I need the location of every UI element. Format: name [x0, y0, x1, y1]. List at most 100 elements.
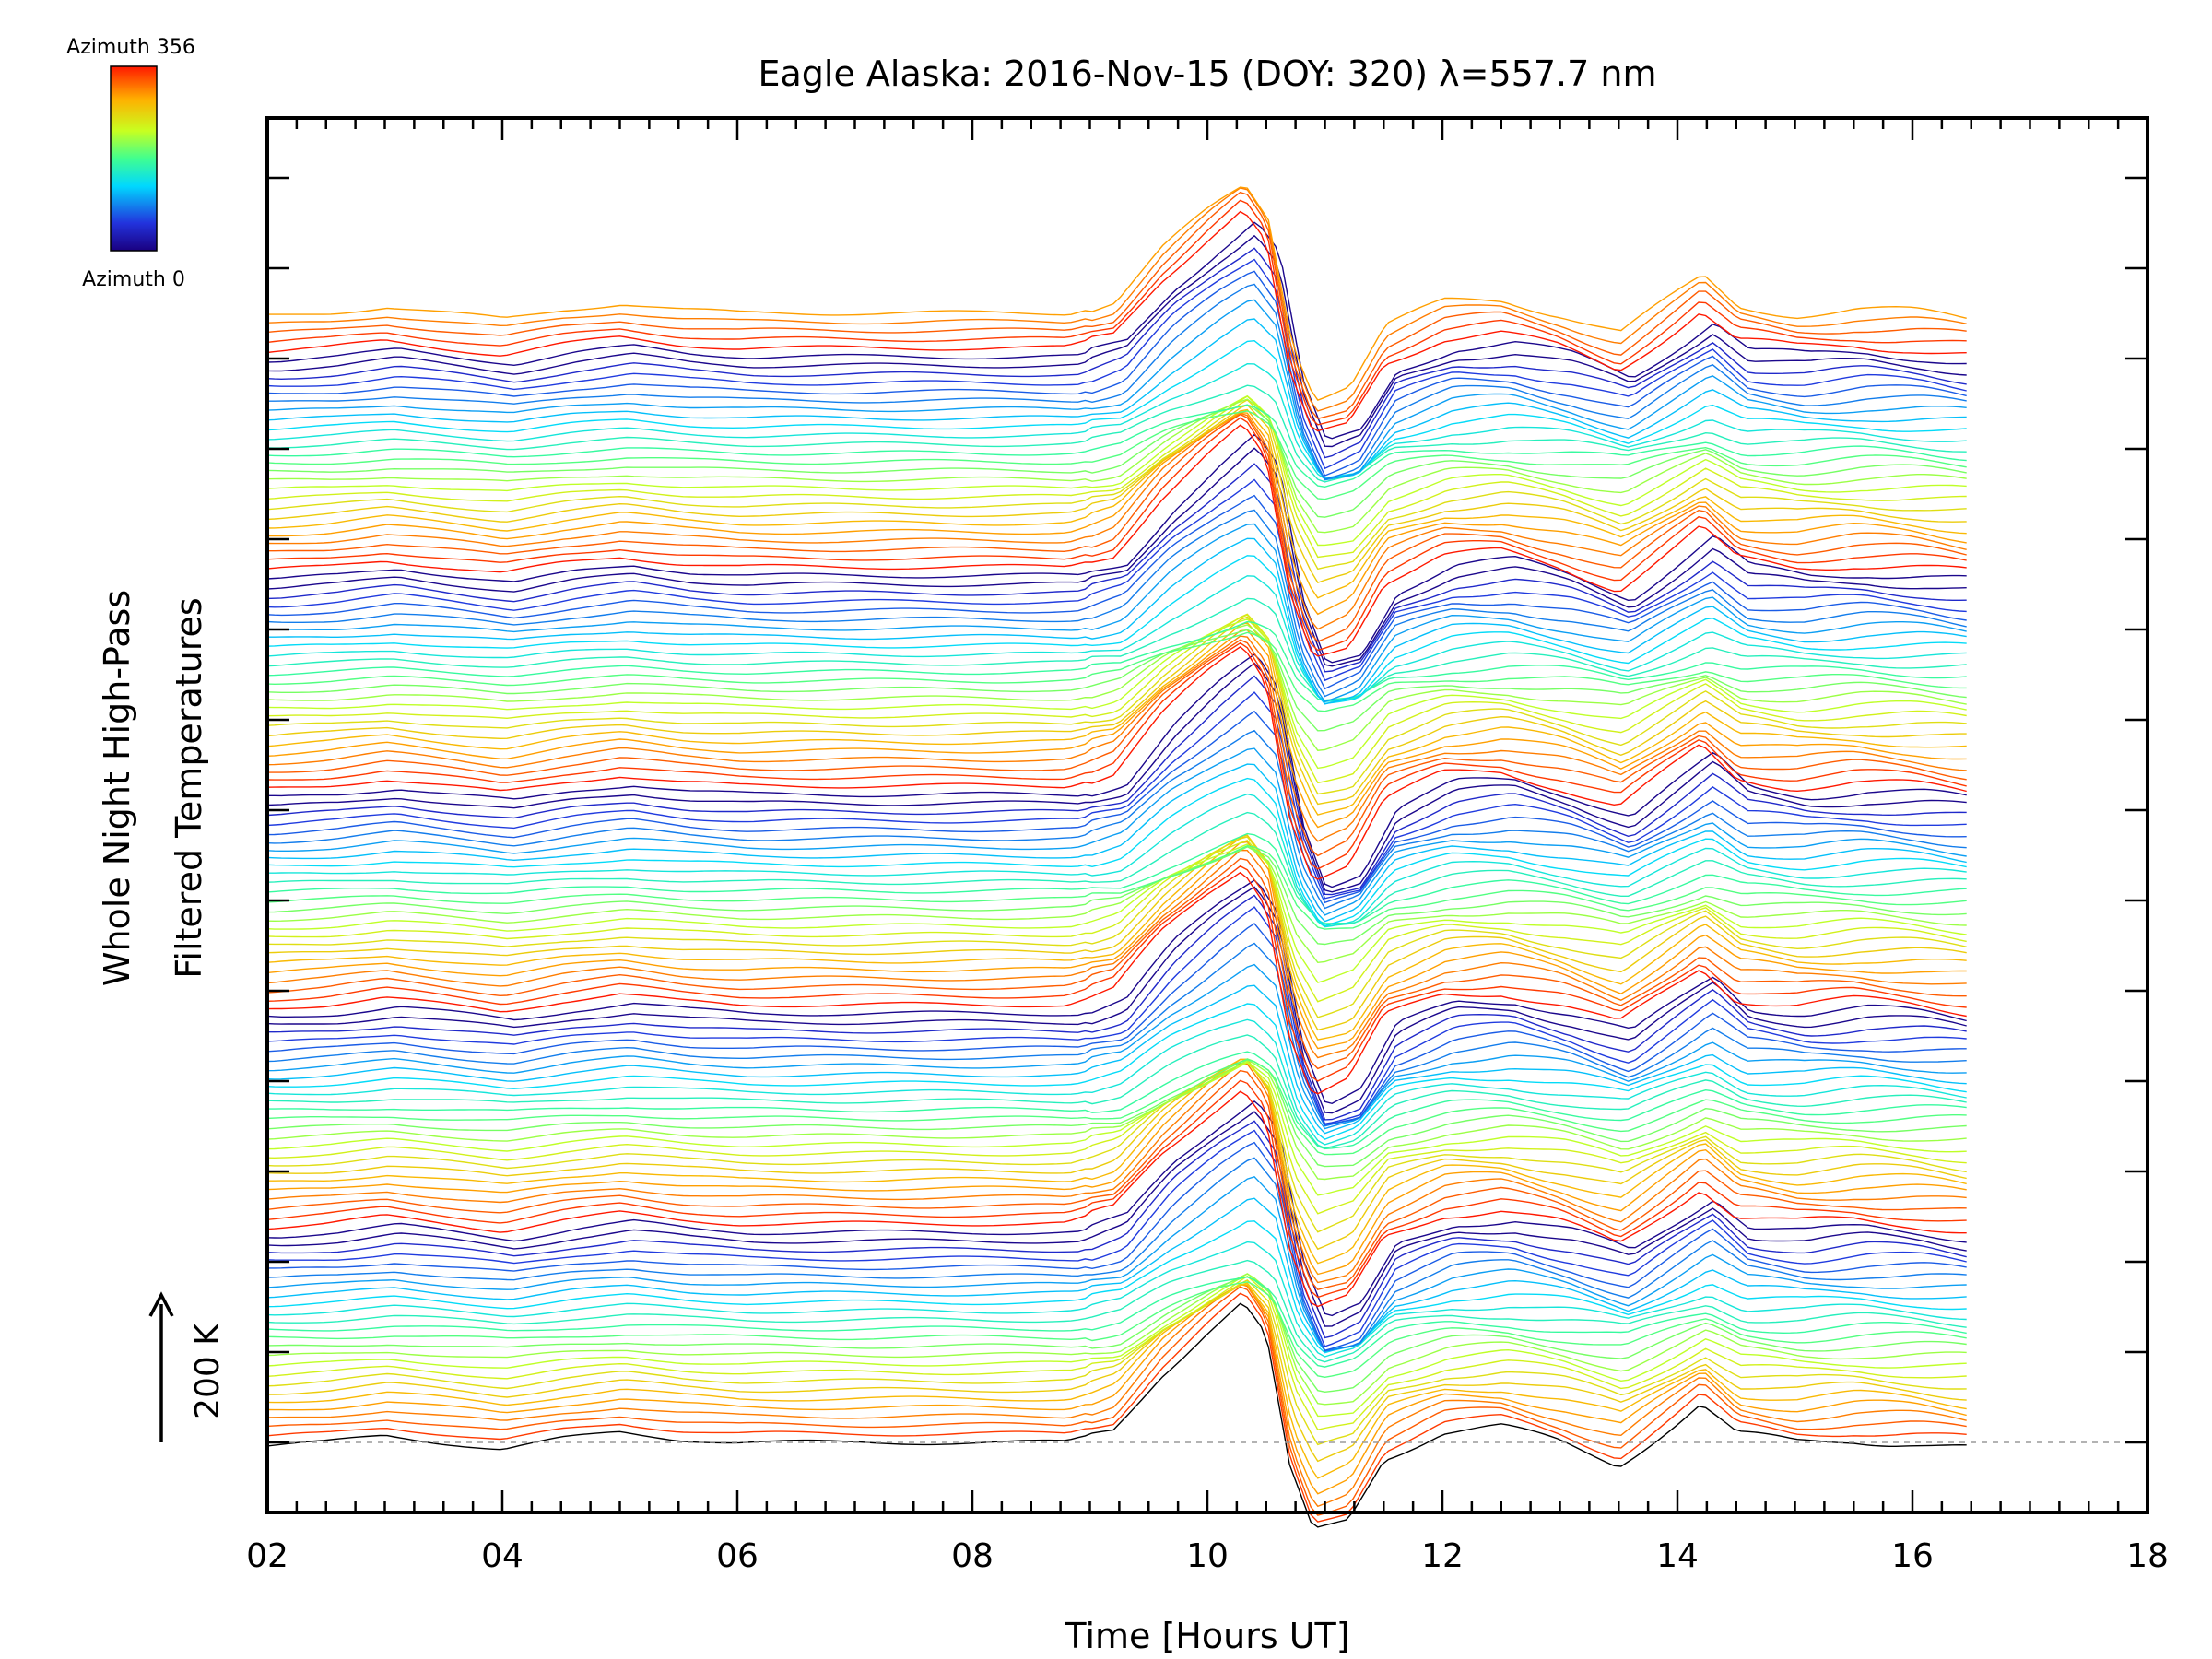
series-line	[266, 1129, 1967, 1347]
series-line	[266, 408, 1967, 599]
series-line	[266, 646, 1967, 880]
series-line	[266, 841, 1967, 1050]
series-line	[266, 1058, 1967, 1276]
series-line	[266, 1100, 1967, 1317]
series-line	[266, 339, 1967, 479]
series-line	[266, 836, 1967, 1018]
series-line	[266, 871, 1967, 1095]
series-line	[266, 399, 1967, 571]
x-axis-label: Time [Hours UT]	[1064, 1616, 1349, 1656]
series-line	[266, 621, 1967, 816]
series-line	[266, 729, 1967, 910]
series-line	[266, 523, 1967, 703]
series-line	[266, 614, 1967, 784]
series-line	[266, 1278, 1967, 1446]
series-line	[266, 984, 1967, 1135]
series-line	[266, 710, 1967, 904]
colorbar-top-label: Azimuth 356	[66, 36, 195, 59]
series-line	[266, 597, 1967, 701]
x-tick-label: 10	[1186, 1537, 1229, 1575]
series-line	[266, 629, 1967, 732]
series-line	[266, 1157, 1967, 1352]
series-line	[266, 1090, 1967, 1308]
series-line	[266, 1120, 1967, 1339]
series-line	[266, 1059, 1967, 1181]
series-line	[266, 849, 1967, 1059]
series-line	[267, 894, 1967, 1121]
y-axis-label-line1: Whole Night High-Pass	[97, 590, 137, 986]
series-line	[266, 1018, 1967, 1146]
series-line	[266, 691, 1967, 900]
series-line	[266, 1275, 1967, 1430]
series-line	[266, 1276, 1967, 1368]
x-axis-ticks	[265, 118, 2149, 1512]
series-line	[266, 318, 1967, 480]
chart-title: Eagle Alaska: 2016-Nov-15 (DOY: 320) λ=5…	[759, 53, 1657, 94]
series-line	[266, 963, 1967, 1130]
x-tick-label: 16	[1891, 1537, 1934, 1575]
series-line	[266, 1273, 1967, 1406]
x-tick-label: 14	[1656, 1537, 1699, 1575]
series-line	[266, 811, 1967, 927]
series-line	[266, 624, 1967, 751]
colorbar-bottom-label: Azimuth 0	[82, 268, 185, 291]
series-line	[266, 478, 1967, 682]
series-line	[266, 433, 1967, 664]
series-line	[266, 221, 1967, 440]
y-axis-label-line2: Filtered Temperatures	[169, 597, 209, 978]
series-line	[266, 575, 1967, 702]
series-line	[267, 537, 1967, 705]
series-line	[266, 1241, 1967, 1358]
series-line	[266, 879, 1967, 1105]
series-line	[267, 639, 1967, 857]
series-line	[266, 394, 1967, 547]
series-line	[266, 1062, 1967, 1215]
series-line	[266, 210, 1967, 432]
series-line	[267, 1141, 1967, 1352]
series-line	[267, 653, 1967, 888]
series-line	[266, 509, 1967, 698]
series-line	[266, 843, 1967, 983]
series-line	[266, 1283, 1967, 1495]
series-line	[266, 1176, 1967, 1352]
series-line	[266, 613, 1967, 795]
series-line	[266, 1062, 1967, 1284]
series-line	[266, 410, 1967, 500]
series-group	[266, 186, 1967, 1528]
y-axis-ticks	[267, 176, 2147, 1444]
series-line	[266, 234, 1967, 448]
series-line	[266, 845, 1967, 964]
series-line	[266, 417, 1967, 652]
series-line	[266, 187, 1967, 412]
series-line	[266, 1273, 1967, 1418]
series-line	[266, 865, 1967, 1082]
series-line	[266, 1281, 1967, 1379]
series-line	[266, 832, 1967, 924]
series-line	[266, 1259, 1967, 1363]
series-line	[266, 1283, 1967, 1508]
series-line	[266, 635, 1967, 842]
series-line	[266, 404, 1967, 488]
series-line	[267, 1282, 1967, 1463]
series-line	[267, 1058, 1967, 1265]
series-line	[266, 412, 1967, 630]
series-line	[266, 299, 1967, 481]
series-line	[266, 834, 1967, 1031]
series-line	[266, 199, 1967, 426]
series-line	[266, 1197, 1967, 1352]
series-line	[266, 844, 1967, 930]
series-line	[266, 846, 1967, 946]
series-line	[267, 186, 1967, 402]
series-line	[266, 620, 1967, 702]
series-line	[266, 447, 1967, 667]
series-line	[266, 839, 1967, 1003]
series-line	[266, 1079, 1967, 1299]
series-line	[267, 413, 1967, 642]
x-tick-label: 08	[951, 1537, 994, 1575]
series-line	[266, 398, 1967, 534]
series-line	[266, 641, 1967, 870]
series-line	[266, 494, 1967, 690]
series-line	[266, 191, 1967, 419]
series-line	[266, 942, 1967, 1127]
